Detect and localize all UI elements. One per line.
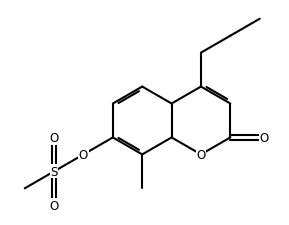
Text: O: O [49, 131, 59, 144]
Text: O: O [196, 148, 205, 161]
Text: O: O [49, 199, 59, 212]
Text: S: S [50, 165, 58, 178]
Text: O: O [260, 131, 269, 144]
Text: O: O [79, 148, 88, 161]
